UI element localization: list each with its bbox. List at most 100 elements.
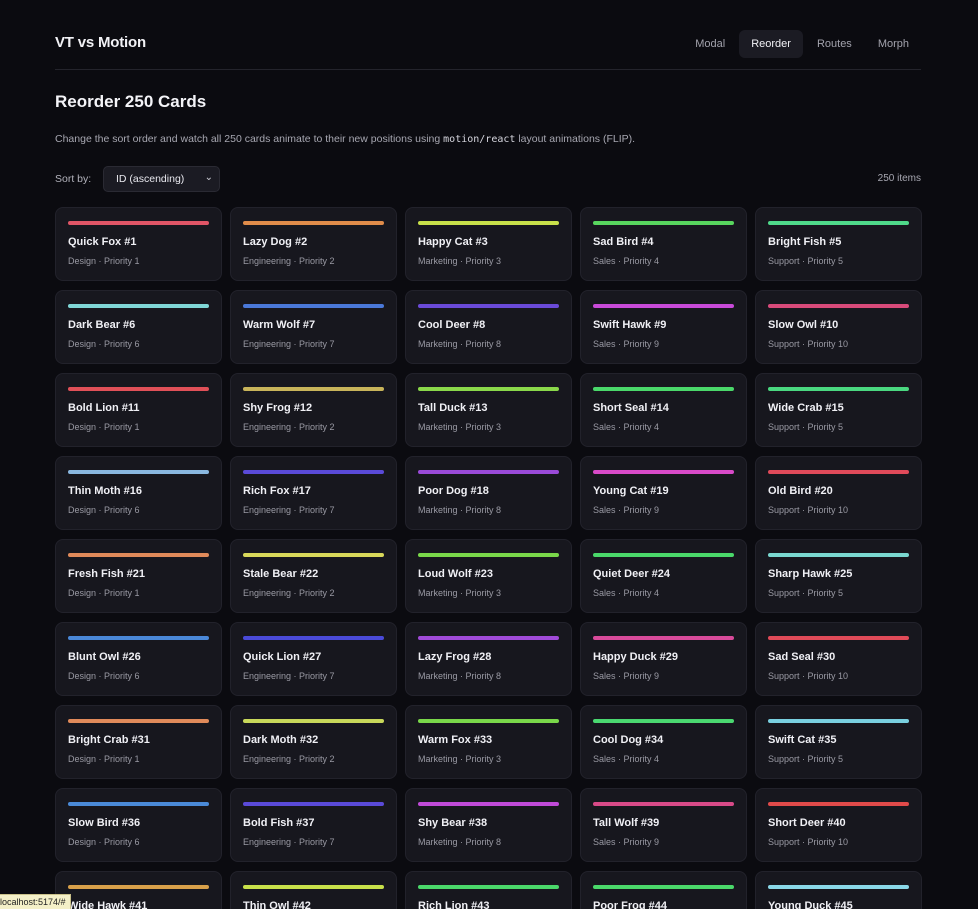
- card[interactable]: Warm Wolf #7 Engineering · Priority 7: [230, 290, 397, 364]
- card[interactable]: Old Bird #20 Support · Priority 10: [755, 456, 922, 530]
- page-title: Reorder 250 Cards: [55, 92, 207, 111]
- card[interactable]: Thin Owl #42Engineering · Priority 2: [230, 871, 397, 909]
- card[interactable]: Young Cat #19 Sales · Priority 9: [580, 456, 747, 530]
- card[interactable]: Wide Crab #15 Support · Priority 5: [755, 373, 922, 447]
- card-meta: Engineering · Priority 7: [243, 505, 335, 515]
- card-meta: Marketing · Priority 3: [418, 754, 502, 764]
- card[interactable]: Happy Cat #3 Marketing · Priority 3: [405, 207, 572, 281]
- card[interactable]: Rich Fox #17 Engineering · Priority 7: [230, 456, 397, 530]
- card[interactable]: Slow Owl #10 Support · Priority 10: [755, 290, 922, 364]
- card[interactable]: Tall Wolf #39 Sales · Priority 9: [580, 788, 747, 862]
- card[interactable]: Rich Lion #43Marketing · Priority 3: [405, 871, 572, 909]
- sort-select[interactable]: ID (ascending) ⌄: [103, 166, 220, 192]
- card-color-bar: [243, 387, 384, 391]
- card-title: Warm Wolf #7: [243, 319, 316, 331]
- card[interactable]: Swift Cat #35 Support · Priority 5: [755, 705, 922, 779]
- card-title: Rich Fox #17: [243, 485, 311, 497]
- nav-item-modal[interactable]: Modal: [695, 38, 726, 50]
- card[interactable]: Quiet Deer #24 Sales · Priority 4: [580, 539, 747, 613]
- card-title: Young Cat #19: [593, 485, 669, 497]
- card-color-bar: [68, 719, 209, 723]
- card[interactable]: Blunt Owl #26 Design · Priority 6: [55, 622, 222, 696]
- chevron-down-icon: ⌄: [204, 172, 213, 183]
- item-count: 250 items: [877, 173, 921, 184]
- card[interactable]: Slow Bird #36 Design · Priority 6: [55, 788, 222, 862]
- sort-label: Sort by:: [55, 173, 92, 185]
- card-meta: Design · Priority 6: [68, 671, 140, 681]
- card[interactable]: Poor Frog #44Sales · Priority 4: [580, 871, 747, 909]
- brand-title[interactable]: VT vs Motion: [55, 34, 146, 51]
- card-meta: Marketing · Priority 3: [418, 422, 502, 432]
- card[interactable]: Wide Hawk #41Design · Priority 1: [55, 871, 222, 909]
- card[interactable]: Bright Fish #5 Support · Priority 5: [755, 207, 922, 281]
- card[interactable]: Warm Fox #33 Marketing · Priority 3: [405, 705, 572, 779]
- card[interactable]: Cool Deer #8 Marketing · Priority 8: [405, 290, 572, 364]
- card-title: Wide Hawk #41: [68, 900, 148, 909]
- card[interactable]: Tall Duck #13 Marketing · Priority 3: [405, 373, 572, 447]
- card[interactable]: Happy Duck #29 Sales · Priority 9: [580, 622, 747, 696]
- card[interactable]: Dark Bear #6 Design · Priority 6: [55, 290, 222, 364]
- card-title: Sharp Hawk #25: [768, 568, 853, 580]
- card-title: Shy Frog #12: [243, 402, 313, 414]
- card[interactable]: Shy Frog #12 Engineering · Priority 2: [230, 373, 397, 447]
- card-color-bar: [768, 553, 909, 557]
- card-color-bar: [68, 885, 209, 889]
- card-meta: Design · Priority 1: [68, 754, 140, 764]
- card[interactable]: Short Seal #14 Sales · Priority 4: [580, 373, 747, 447]
- card[interactable]: Thin Moth #16 Design · Priority 6: [55, 456, 222, 530]
- card[interactable]: Lazy Frog #28 Marketing · Priority 8: [405, 622, 572, 696]
- card[interactable]: Quick Lion #27 Engineering · Priority 7: [230, 622, 397, 696]
- nav-item-reorder[interactable]: Reorder: [739, 30, 803, 58]
- card-color-bar: [243, 719, 384, 723]
- card[interactable]: Bold Lion #11 Design · Priority 1: [55, 373, 222, 447]
- card-title: Short Deer #40: [768, 817, 846, 829]
- card-meta: Design · Priority 6: [68, 837, 140, 847]
- card-color-bar: [418, 470, 559, 474]
- card-title: Loud Wolf #23: [418, 568, 493, 580]
- card-color-bar: [593, 802, 734, 806]
- card-meta: Support · Priority 10: [768, 339, 849, 349]
- page-description: Change the sort order and watch all 250 …: [55, 133, 635, 145]
- nav-item-morph[interactable]: Morph: [877, 38, 909, 50]
- card-title: Fresh Fish #21: [68, 568, 146, 580]
- card-color-bar: [768, 885, 909, 889]
- card[interactable]: Stale Bear #22 Engineering · Priority 2: [230, 539, 397, 613]
- card[interactable]: Shy Bear #38 Marketing · Priority 8: [405, 788, 572, 862]
- card-color-bar: [593, 553, 734, 557]
- card-meta: Engineering · Priority 7: [243, 339, 335, 349]
- card[interactable]: Bright Crab #31 Design · Priority 1: [55, 705, 222, 779]
- card[interactable]: Loud Wolf #23 Marketing · Priority 3: [405, 539, 572, 613]
- card[interactable]: Dark Moth #32 Engineering · Priority 2: [230, 705, 397, 779]
- card[interactable]: Swift Hawk #9 Sales · Priority 9: [580, 290, 747, 364]
- card-title: Swift Hawk #9: [593, 319, 667, 331]
- card-meta: Engineering · Priority 2: [243, 422, 335, 432]
- card-color-bar: [68, 802, 209, 806]
- card-meta: Marketing · Priority 8: [418, 837, 502, 847]
- card-meta: Sales · Priority 4: [593, 256, 660, 266]
- card-color-bar: [243, 885, 384, 889]
- card-color-bar: [68, 636, 209, 640]
- card-color-bar: [243, 553, 384, 557]
- card[interactable]: Sad Bird #4 Sales · Priority 4: [580, 207, 747, 281]
- card-title: Poor Frog #44: [593, 900, 667, 909]
- card-color-bar: [768, 221, 909, 225]
- card[interactable]: Bold Fish #37 Engineering · Priority 7: [230, 788, 397, 862]
- card[interactable]: Short Deer #40 Support · Priority 10: [755, 788, 922, 862]
- card-meta: Support · Priority 5: [768, 754, 844, 764]
- card[interactable]: Sharp Hawk #25 Support · Priority 5: [755, 539, 922, 613]
- card[interactable]: Lazy Dog #2 Engineering · Priority 2: [230, 207, 397, 281]
- card[interactable]: Sad Seal #30 Support · Priority 10: [755, 622, 922, 696]
- card[interactable]: Fresh Fish #21 Design · Priority 1: [55, 539, 222, 613]
- card-title: Rich Lion #43: [418, 900, 490, 909]
- card[interactable]: Cool Dog #34 Sales · Priority 4: [580, 705, 747, 779]
- card-title: Slow Owl #10: [768, 319, 839, 331]
- nav-item-routes[interactable]: Routes: [816, 38, 852, 50]
- card[interactable]: Young Duck #45Support · Priority 5: [755, 871, 922, 909]
- card-color-bar: [68, 221, 209, 225]
- card-color-bar: [768, 802, 909, 806]
- card-meta: Sales · Priority 4: [593, 588, 660, 598]
- card-title: Happy Cat #3: [418, 236, 488, 248]
- card[interactable]: Poor Dog #18 Marketing · Priority 8: [405, 456, 572, 530]
- card[interactable]: Quick Fox #1 Design · Priority 1: [55, 207, 222, 281]
- card-meta: Support · Priority 10: [768, 505, 849, 515]
